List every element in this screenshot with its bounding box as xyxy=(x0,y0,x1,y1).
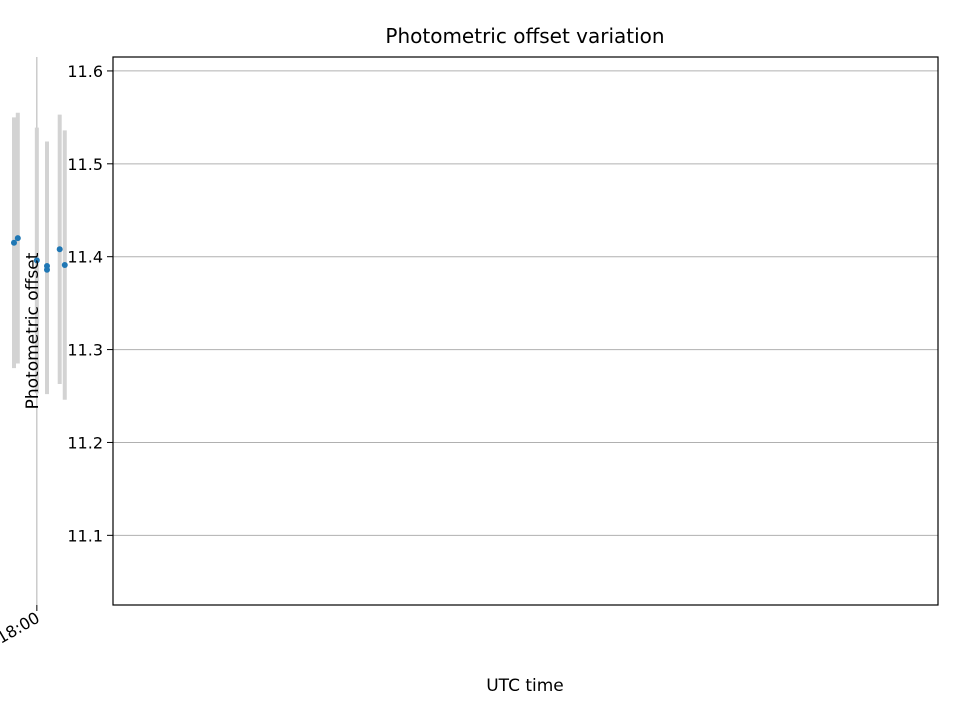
y-axis: 11.1 11.2 11.3 11.4 11.5 11.6 xyxy=(67,62,113,545)
y-axis-title: Photometric offset xyxy=(23,252,43,409)
y-tick-label: 11.2 xyxy=(67,433,103,452)
data-point xyxy=(33,257,40,264)
x-axis-title: UTC time xyxy=(486,676,564,696)
grid xyxy=(36,57,938,605)
data-points xyxy=(11,235,68,273)
data-point xyxy=(61,262,68,269)
y-tick-label: 11.1 xyxy=(67,526,103,545)
y-tick-label: 11.4 xyxy=(67,248,103,267)
y-tick-label: 11.5 xyxy=(67,155,103,174)
y-tick-label: 11.6 xyxy=(67,62,103,81)
data-point xyxy=(44,262,50,269)
plot-frame xyxy=(112,56,939,606)
y-tick-label: 11.3 xyxy=(67,341,103,360)
data-point xyxy=(56,246,63,253)
data-point xyxy=(14,235,21,242)
chart-title: Photometric offset variation xyxy=(385,24,664,48)
data-point xyxy=(11,239,17,246)
